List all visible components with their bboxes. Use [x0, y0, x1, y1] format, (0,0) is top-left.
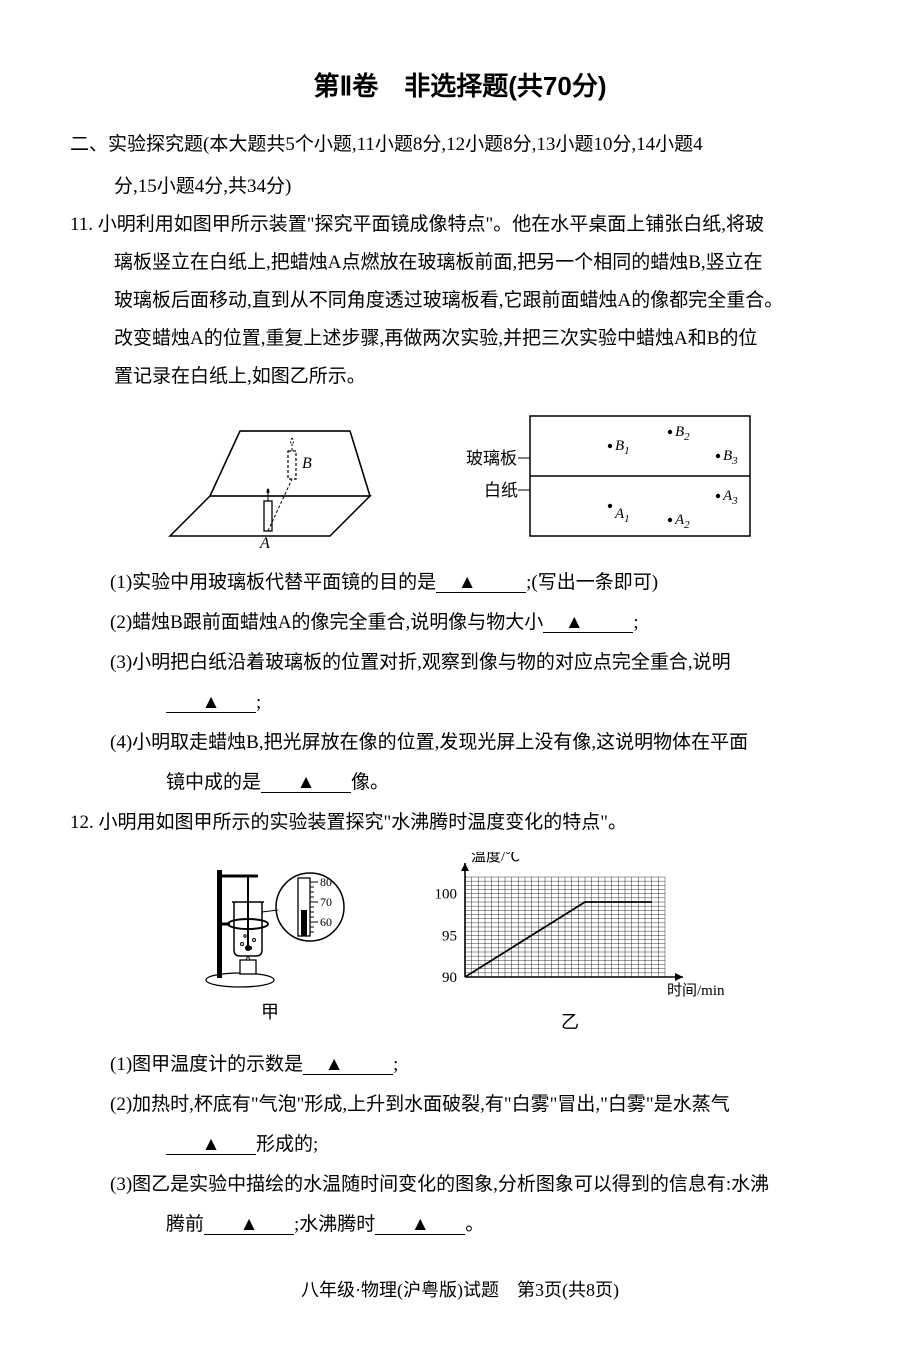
q11-s3-blank: ▲;	[70, 684, 850, 722]
tick-80: 80	[320, 875, 332, 889]
q11-s2b: ;	[633, 612, 638, 633]
blank: ▲	[166, 693, 256, 713]
q12-s1b: ;	[393, 1054, 398, 1075]
q12-fig1: 80 70 60 甲	[190, 852, 350, 1040]
svg-text:温度/℃: 温度/℃	[471, 852, 520, 865]
q12-s2: (2)加热时,杯底有"气泡"形成,上升到水面破裂,有"白雾"冒出,"白雾"是水蒸…	[70, 1086, 850, 1124]
svg-text:时间/min: 时间/min	[667, 982, 725, 999]
svg-text:100: 100	[435, 887, 458, 903]
q12-figures: 80 70 60 甲 90 95 100 温度/℃ 时间/min 乙	[70, 852, 850, 1040]
blank: ▲	[303, 1055, 393, 1075]
page-footer: 八年级·物理(沪粤版)试题 第3页(共8页)	[70, 1272, 850, 1308]
q12-s3b-pre: 腾前	[166, 1214, 204, 1235]
q11: 11. 小明利用如图甲所示装置"探究平面镜成像特点"。他在水平桌面上铺张白纸,将…	[70, 206, 850, 802]
q12-s3b-mid: ;水沸腾时	[294, 1214, 375, 1235]
q11-figures: A B 玻璃板 白纸 B1 B2 B3	[70, 406, 850, 558]
blank: ▲	[166, 1135, 256, 1155]
q12-line1: 12. 小明用如图甲所示的实验装置探究"水沸腾时温度变化的特点"。	[70, 804, 850, 842]
blank: ▲	[261, 773, 351, 793]
tick-60: 60	[320, 915, 332, 929]
q11-s4b-pre: 镜中成的是	[166, 772, 261, 793]
section-header: 二、实验探究题(本大题共5个小题,11小题8分,12小题8分,13小题10分,1…	[70, 126, 850, 164]
q12-fig1-cap: 甲	[190, 994, 350, 1030]
q12-s2b: 形成的;	[256, 1134, 318, 1155]
svg-text:95: 95	[442, 928, 457, 944]
q12-chart: 90 95 100 温度/℃ 时间/min 乙	[410, 852, 730, 1040]
q11-s4-cont: 镜中成的是▲像。	[70, 764, 850, 802]
label-A: A	[259, 535, 270, 552]
q11-s2: (2)蜡烛B跟前面蜡烛A的像完全重合,说明像与物大小▲;	[70, 604, 850, 642]
page-title: 第Ⅱ卷 非选择题(共70分)	[70, 60, 850, 112]
blank: ▲	[375, 1215, 465, 1235]
q11-s3b: ;	[256, 692, 261, 713]
q12-num: 12.	[70, 812, 94, 833]
label-glass: 玻璃板	[466, 449, 517, 468]
label-B: B	[302, 455, 312, 472]
q12-s1a: (1)图甲温度计的示数是	[110, 1054, 303, 1075]
q11-fig1: A B	[160, 406, 400, 558]
q11-line1: 11. 小明利用如图甲所示装置"探究平面镜成像特点"。他在水平桌面上铺张白纸,将…	[70, 206, 850, 244]
q11-s4b-post: 像。	[351, 772, 389, 793]
blank: ▲	[436, 573, 526, 593]
q11-s4: (4)小明取走蜡烛B,把光屏放在像的位置,发现光屏上没有像,这说明物体在平面	[70, 724, 850, 762]
label-paper: 白纸	[484, 481, 518, 500]
q11-text2: 璃板竖立在白纸上,把蜡烛A点燃放在玻璃板前面,把另一个相同的蜡烛B,竖立在	[70, 244, 850, 282]
q11-s3a: (3)小明把白纸沿着玻璃板的位置对折,观察到像与物的对应点完全重合,说明	[110, 652, 731, 673]
q11-text4: 改变蜡烛A的位置,重复上述步骤,再做两次实验,并把三次实验中蜡烛A和B的位	[70, 320, 850, 358]
svg-text:90: 90	[442, 970, 457, 986]
q11-s3: (3)小明把白纸沿着玻璃板的位置对折,观察到像与物的对应点完全重合,说明	[70, 644, 850, 682]
blank: ▲	[543, 613, 633, 633]
q12-s3a: (3)图乙是实验中描绘的水温随时间变化的图象,分析图象可以得到的信息有:水沸	[110, 1174, 769, 1195]
q11-s1b: ;(写出一条即可)	[526, 572, 658, 593]
section-line1: 二、实验探究题(本大题共5个小题,11小题8分,12小题8分,13小题10分,1…	[70, 134, 703, 155]
tick-70: 70	[320, 895, 332, 909]
q11-fig2: 玻璃板 白纸 B1 B2 B3 A1 A2 A3	[460, 406, 760, 558]
q11-s1: (1)实验中用玻璃板代替平面镜的目的是▲;(写出一条即可)	[70, 564, 850, 602]
q11-s1a: (1)实验中用玻璃板代替平面镜的目的是	[110, 572, 436, 593]
q12-s2-cont: ▲形成的;	[70, 1126, 850, 1164]
q12-text1: 小明用如图甲所示的实验装置探究"水沸腾时温度变化的特点"。	[99, 812, 628, 833]
q12-s1: (1)图甲温度计的示数是▲;	[70, 1046, 850, 1084]
q11-num: 11.	[70, 214, 93, 235]
q12-chart-cap: 乙	[410, 1004, 730, 1040]
q12-s2a: (2)加热时,杯底有"气泡"形成,上升到水面破裂,有"白雾"冒出,"白雾"是水蒸…	[110, 1094, 730, 1115]
blank: ▲	[204, 1215, 294, 1235]
section-line2: 分,15小题4分,共34分)	[70, 168, 850, 206]
q12-s3b-post: 。	[465, 1214, 484, 1235]
q12-s3: (3)图乙是实验中描绘的水温随时间变化的图象,分析图象可以得到的信息有:水沸	[70, 1166, 850, 1204]
q11-text1: 小明利用如图甲所示装置"探究平面镜成像特点"。他在水平桌面上铺张白纸,将玻	[98, 214, 764, 235]
q12: 12. 小明用如图甲所示的实验装置探究"水沸腾时温度变化的特点"。	[70, 804, 850, 1244]
q12-s3-cont: 腾前▲;水沸腾时▲。	[70, 1206, 850, 1244]
q11-text3: 玻璃板后面移动,直到从不同角度透过玻璃板看,它跟前面蜡烛A的像都完全重合。	[70, 282, 850, 320]
q11-text5: 置记录在白纸上,如图乙所示。	[70, 358, 850, 396]
q11-s4a: (4)小明取走蜡烛B,把光屏放在像的位置,发现光屏上没有像,这说明物体在平面	[110, 732, 748, 753]
q11-s2a: (2)蜡烛B跟前面蜡烛A的像完全重合,说明像与物大小	[110, 612, 543, 633]
